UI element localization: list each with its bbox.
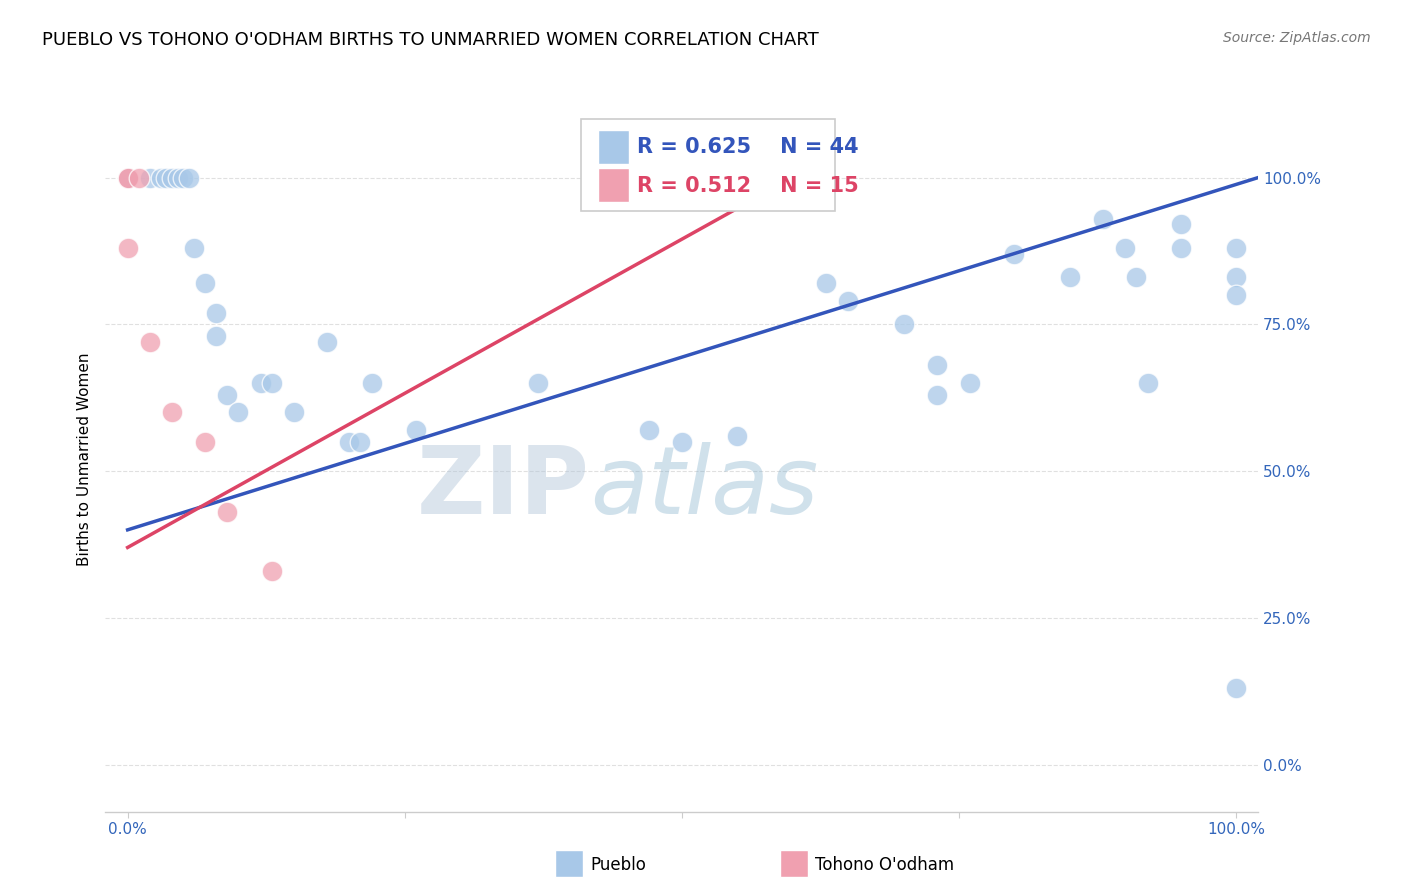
Point [194, 277, 217, 291]
Point [671, 434, 693, 449]
Point [360, 376, 382, 390]
Point [725, 429, 748, 443]
Point [205, 305, 228, 319]
Point [1170, 218, 1192, 232]
Point [1225, 241, 1247, 255]
Point [626, 170, 648, 185]
Point [260, 376, 283, 390]
Point [117, 241, 139, 255]
Point [160, 405, 183, 419]
Point [128, 170, 150, 185]
Point [117, 170, 139, 185]
Text: Pueblo: Pueblo [591, 856, 647, 874]
Point [166, 170, 188, 185]
Point [249, 376, 271, 390]
Point [283, 405, 305, 419]
Point [172, 170, 194, 185]
Point [149, 170, 172, 185]
Text: Tohono O'odham: Tohono O'odham [815, 856, 955, 874]
Point [1170, 241, 1192, 255]
Point [637, 170, 659, 185]
Point [155, 170, 177, 185]
Point [139, 334, 162, 349]
Text: R = 0.512    N = 15: R = 0.512 N = 15 [637, 177, 859, 196]
Text: atlas: atlas [589, 442, 818, 533]
Point [1225, 270, 1247, 285]
Point [782, 170, 804, 185]
Point [605, 170, 627, 185]
Y-axis label: Births to Unmarried Women: Births to Unmarried Women [76, 352, 91, 566]
Point [1136, 376, 1159, 390]
Point [194, 434, 217, 449]
Point [1225, 288, 1247, 302]
Point [117, 170, 139, 185]
Point [117, 170, 139, 185]
Point [893, 318, 915, 332]
Text: ZIP: ZIP [416, 442, 589, 533]
Point [959, 376, 981, 390]
Point [1092, 211, 1115, 226]
Point [925, 388, 948, 402]
Point [815, 277, 838, 291]
Point [1004, 247, 1026, 261]
Text: Source: ZipAtlas.com: Source: ZipAtlas.com [1223, 31, 1371, 45]
Point [217, 505, 239, 519]
Point [1059, 270, 1081, 285]
Point [316, 334, 339, 349]
Point [925, 359, 948, 373]
Point [139, 170, 162, 185]
Point [637, 423, 659, 437]
Point [405, 423, 427, 437]
Point [205, 329, 228, 343]
Point [621, 170, 644, 185]
Point [260, 564, 283, 578]
Point [217, 388, 239, 402]
Point [349, 434, 371, 449]
Point [1114, 241, 1136, 255]
Point [1225, 681, 1247, 696]
Text: R = 0.625    N = 44: R = 0.625 N = 44 [637, 137, 859, 158]
Text: PUEBLO VS TOHONO O'ODHAM BIRTHS TO UNMARRIED WOMEN CORRELATION CHART: PUEBLO VS TOHONO O'ODHAM BIRTHS TO UNMAR… [42, 31, 818, 49]
Point [183, 241, 205, 255]
Point [837, 293, 859, 308]
Point [582, 170, 605, 185]
Point [1125, 270, 1147, 285]
Point [160, 170, 183, 185]
Point [177, 170, 200, 185]
Point [337, 434, 360, 449]
Point [526, 376, 548, 390]
Point [228, 405, 250, 419]
